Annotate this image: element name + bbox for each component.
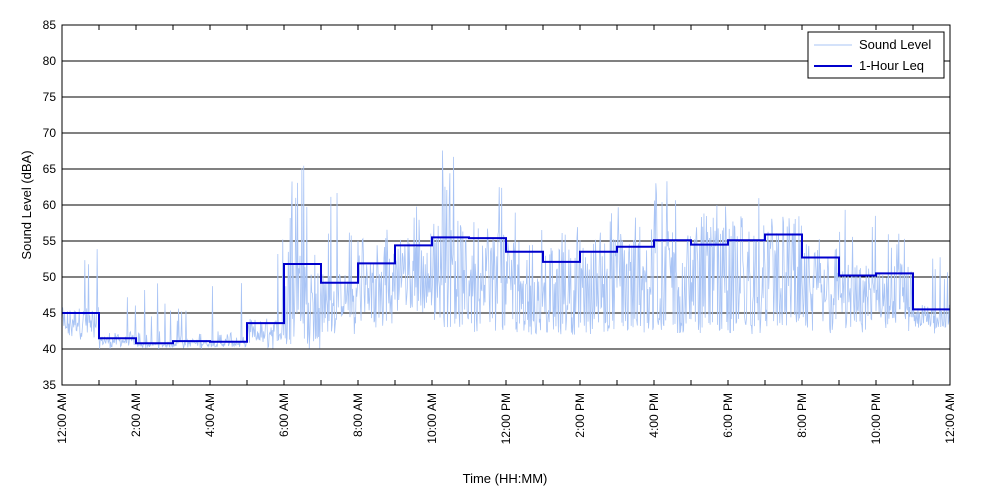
y-tick-label: 65 — [43, 162, 57, 176]
x-tick-label: 12:00 AM — [943, 393, 957, 444]
leq-step-line — [62, 233, 950, 345]
y-tick-label: 60 — [43, 198, 57, 212]
x-tick-label: 8:00 PM — [795, 393, 809, 438]
y-tick-label: 50 — [43, 270, 57, 284]
y-tick-label: 40 — [43, 342, 57, 356]
legend: Sound Level 1-Hour Leq — [807, 31, 945, 79]
x-tick-label: 2:00 AM — [129, 393, 143, 437]
axis-ticks — [61, 25, 951, 385]
legend-box — [807, 31, 945, 79]
x-tick-label: 10:00 PM — [869, 393, 883, 444]
leq-series — [62, 233, 950, 345]
y-tick-label: 75 — [43, 90, 57, 104]
x-tick-label: 10:00 AM — [425, 393, 439, 444]
x-axis-title: Time (HH:MM) — [463, 471, 548, 486]
y-tick-label: 45 — [43, 306, 57, 320]
y-axis-title: Sound Level (dBA) — [19, 150, 34, 259]
y-tick-label: 35 — [43, 378, 57, 392]
x-tick-label: 2:00 PM — [573, 393, 587, 438]
x-tick-label: 6:00 PM — [721, 393, 735, 438]
y-tick-labels: 35 40 45 50 55 60 65 70 75 80 85 — [43, 18, 57, 392]
y-tick-label: 85 — [43, 18, 57, 32]
y-tick-label: 55 — [43, 234, 57, 248]
x-tick-label: 4:00 PM — [647, 393, 661, 438]
x-tick-labels: 12:00 AM 2:00 AM 4:00 AM 6:00 AM 8:00 AM 10:0… — [55, 393, 957, 444]
legend-label-leq: 1-Hour Leq — [859, 58, 924, 73]
legend-label-sound-level: Sound Level — [859, 37, 931, 52]
x-tick-label: 4:00 AM — [203, 393, 217, 437]
x-tick-label: 12:00 PM — [499, 393, 513, 444]
x-tick-label: 8:00 AM — [351, 393, 365, 437]
y-tick-label: 70 — [43, 126, 57, 140]
y-tick-label: 80 — [43, 54, 57, 68]
x-tick-label: 6:00 AM — [277, 393, 291, 437]
x-tick-label: 12:00 AM — [55, 393, 69, 444]
